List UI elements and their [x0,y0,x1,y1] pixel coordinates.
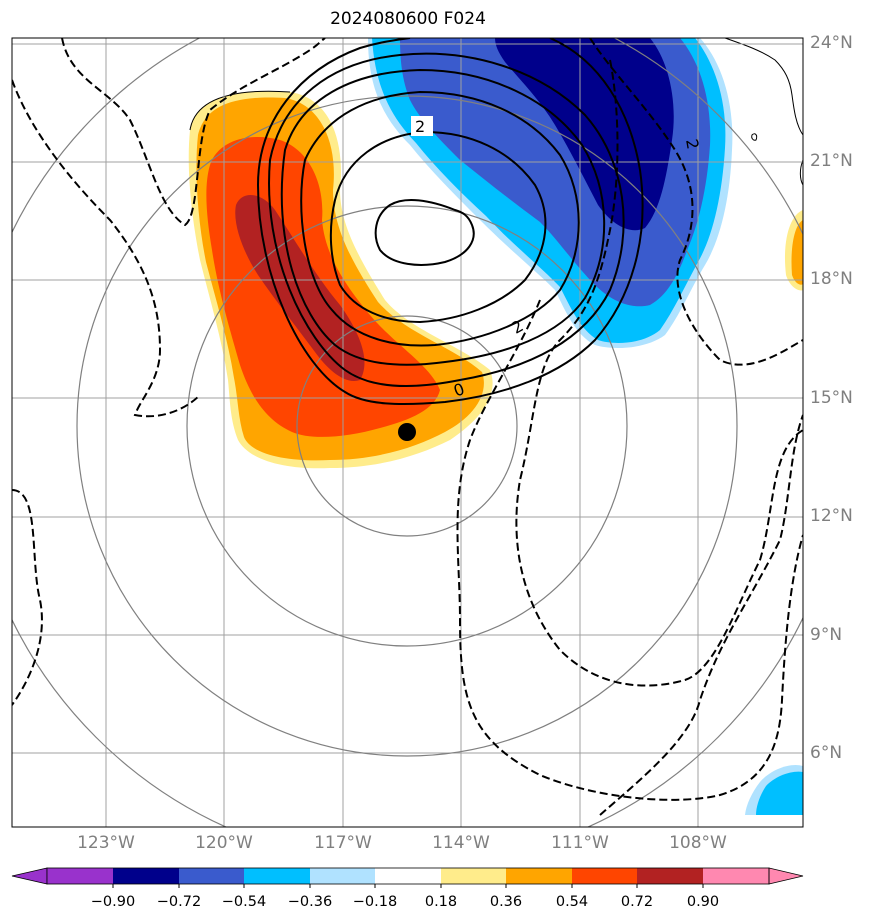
negative-anomaly-shading [368,38,803,815]
solid-contours [257,38,644,406]
lon-label-111w: 111°W [551,833,609,853]
lat-label-6n: 6°N [810,743,843,763]
colorbar-tick-label: −0.54 [221,894,267,910]
colorbar-tick-label: 0.72 [620,894,654,910]
colorbar-tick-label: 0.54 [555,894,589,910]
colorbar-tick-label: 0.18 [424,894,458,910]
contour-label: 2 [415,117,425,136]
lon-label-114w: 114°W [432,833,490,853]
colorbar-min-extension [11,867,48,885]
colorbar-bin [703,868,769,884]
colorbar-bin [47,868,113,884]
lat-label-9n: 9°N [810,625,843,645]
map-frame [11,37,804,828]
range-rings [12,38,803,827]
gridlines [12,38,803,827]
colorbar-bin [310,868,375,884]
lon-label-117w: 117°W [314,833,372,853]
colorbar-tick-label: 0.90 [686,894,720,910]
colorbar [11,867,804,888]
colorbar-bin [506,868,572,884]
lat-label-24n: 24°N [810,33,853,53]
lat-label-12n: 12°N [810,506,853,526]
lon-label-108w: 108°W [669,833,727,853]
colorbar-tick-label: −0.90 [90,894,136,910]
lon-label-123w: 123°W [77,833,135,853]
colorbar-bin [179,868,244,884]
colorbar-bin [244,868,310,884]
lon-label-120w: 120°W [195,833,253,853]
colorbar-bin [572,868,637,884]
colorbar-tick-label: −0.36 [287,894,333,910]
colorbar-bin [637,868,703,884]
colorbar-outline [46,867,770,885]
colorbar-max-extension [768,867,804,885]
colorbar-tick-label: 0.36 [489,894,523,910]
contour-label: 2 [682,137,702,150]
coastlines [189,38,803,186]
colorbar-bin [441,868,506,884]
colorbar-tick-label: −0.72 [156,894,202,910]
lat-label-21n: 21°N [810,151,853,171]
lat-label-15n: 15°N [810,388,853,408]
map-title: 2024080600 F024 [330,9,486,29]
storm-center-marker [398,423,416,441]
dashed-contours [12,38,803,816]
colorbar-tick-label: −0.18 [352,894,398,910]
lat-label-18n: 18°N [810,269,853,289]
colorbar-bin [113,868,179,884]
colorbar-bin [375,868,441,884]
